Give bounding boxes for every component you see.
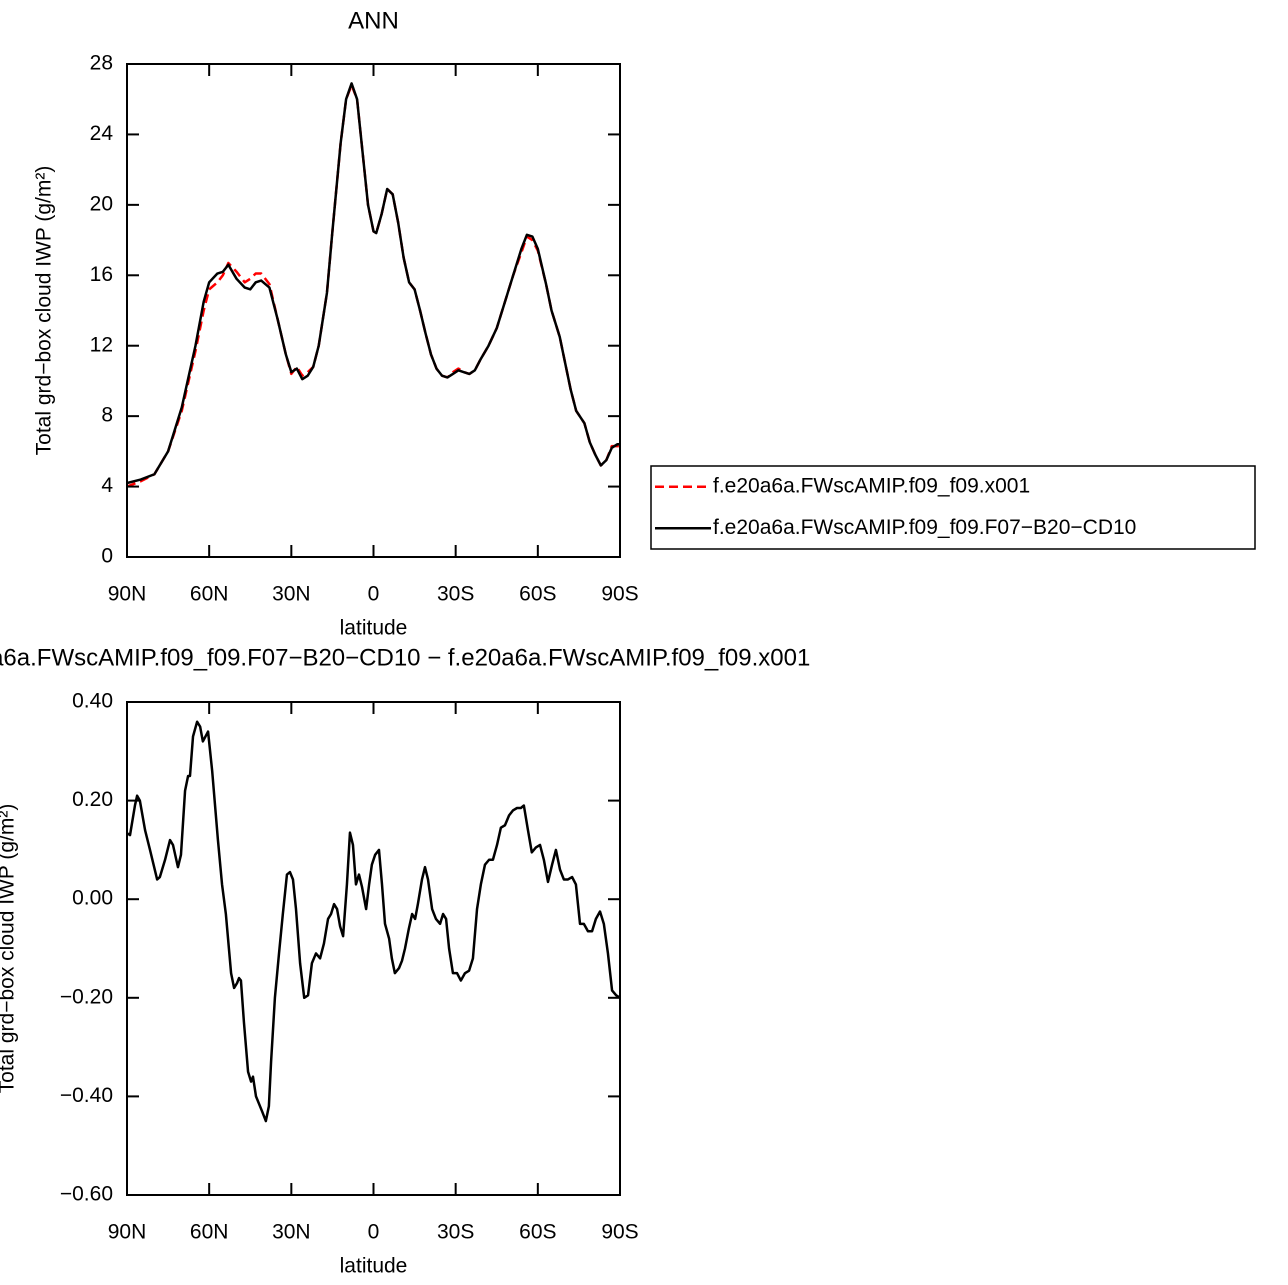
- legend-label: f.e20a6a.FWscAMIP.f09_f09.x001: [713, 474, 1030, 497]
- x-tick-label: 90N: [108, 1221, 147, 1244]
- y-axis-label: Total grd−box cloud IWP (g/m²): [33, 166, 56, 456]
- x-tick-label: 0: [368, 583, 380, 606]
- x-tick-label: 30S: [437, 583, 474, 606]
- series-line: [126, 720, 621, 1123]
- x-tick-label: 90S: [601, 1221, 638, 1244]
- chart-title: f.e20a6a.FWscAMIP.f09_f09.F07−B20−CD10 −…: [0, 644, 810, 671]
- x-tick-label: 60N: [190, 583, 229, 606]
- x-tick-label: 30N: [272, 1221, 311, 1244]
- y-tick-label: −0.20: [60, 985, 113, 1008]
- y-tick-label: 4: [101, 474, 113, 497]
- y-tick-label: 28: [90, 52, 113, 75]
- x-tick-label: 90S: [601, 583, 638, 606]
- y-tick-label: 24: [90, 122, 114, 145]
- y-tick-label: 0.00: [72, 887, 113, 910]
- series-line: [126, 82, 620, 485]
- x-axis-label: latitude: [340, 1255, 408, 1278]
- y-tick-label: 0: [101, 545, 113, 568]
- y-tick-label: 0.20: [72, 788, 113, 811]
- y-tick-label: −0.60: [60, 1183, 113, 1206]
- legend-box: [650, 465, 1256, 550]
- x-tick-label: 0: [368, 1221, 380, 1244]
- y-tick-label: 16: [90, 263, 113, 286]
- y-tick-label: 12: [90, 333, 113, 356]
- legend-label: f.e20a6a.FWscAMIP.f09_f09.F07−B20−CD10: [713, 516, 1136, 539]
- x-tick-label: 60N: [190, 1221, 229, 1244]
- x-tick-label: 60S: [519, 583, 556, 606]
- x-tick-label: 30N: [272, 583, 311, 606]
- y-tick-label: −0.40: [60, 1084, 113, 1107]
- x-tick-label: 60S: [519, 1221, 556, 1244]
- y-tick-label: 8: [101, 404, 113, 427]
- y-axis-label: Total grd−box cloud IWP (g/m²): [0, 804, 19, 1094]
- chart-title: ANN: [348, 7, 399, 34]
- x-tick-label: 30S: [437, 1221, 474, 1244]
- y-tick-label: 0.40: [72, 690, 113, 713]
- x-axis-label: latitude: [340, 617, 408, 640]
- x-tick-label: 90N: [108, 583, 147, 606]
- y-tick-label: 20: [90, 192, 113, 215]
